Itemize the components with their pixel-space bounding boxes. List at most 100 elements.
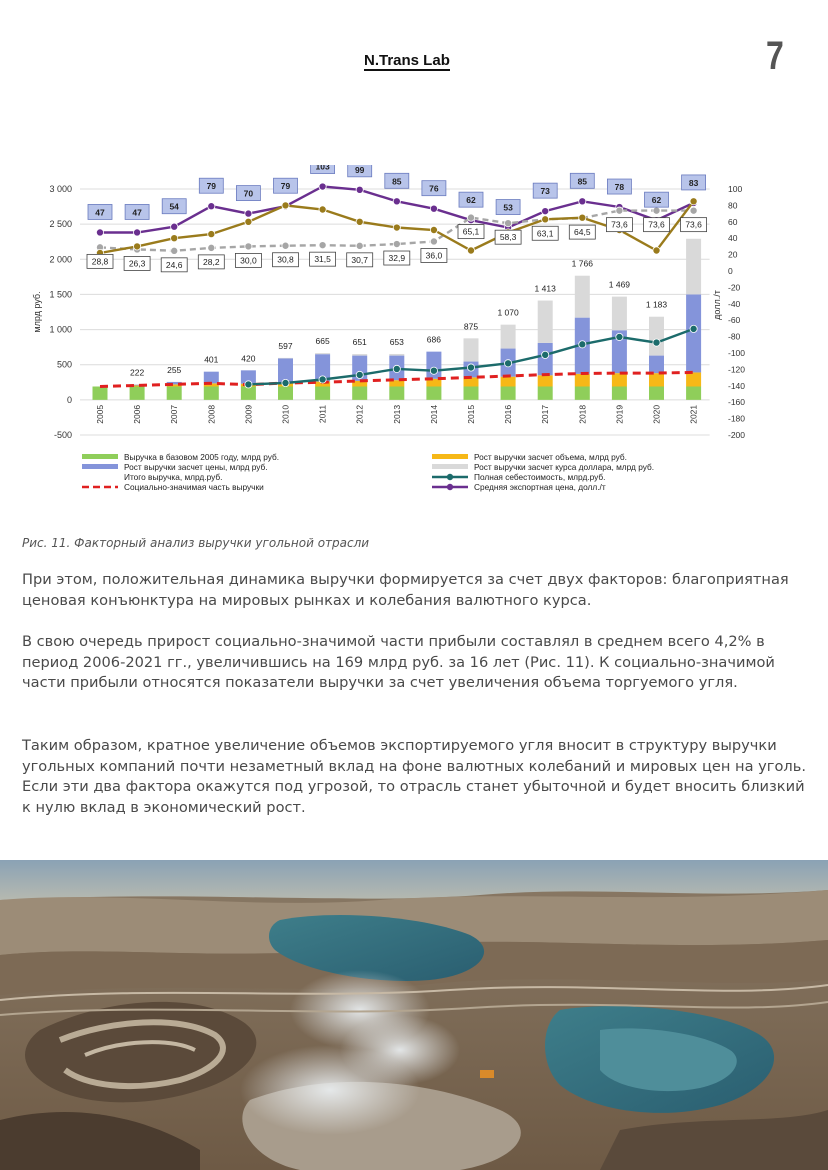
bar-segment	[500, 324, 516, 349]
series-point	[652, 206, 661, 215]
bar-segment	[611, 373, 627, 387]
grey-label-box	[86, 253, 114, 269]
grey-label: 73,6	[648, 220, 665, 230]
series-point	[429, 237, 438, 246]
grey-label-box	[383, 250, 411, 266]
legend-label: Рост выручки засчет объема, млрд руб.	[474, 452, 627, 462]
series-point	[244, 380, 253, 389]
total-label: 420	[241, 353, 255, 363]
y2-tick-label: -200	[728, 430, 745, 440]
bar-segment	[611, 330, 627, 374]
series-point	[207, 202, 216, 211]
series-point	[504, 219, 513, 228]
bar-segment	[166, 384, 182, 387]
price-label-box	[384, 172, 410, 189]
price-label: 53	[503, 203, 513, 213]
x-tick-label: 2012	[355, 405, 365, 424]
series-point	[318, 241, 327, 250]
price-label: 62	[466, 195, 476, 205]
bar-segment	[92, 386, 108, 400]
series-point	[689, 324, 698, 333]
series-point	[541, 207, 550, 216]
x-tick-label: 2017	[540, 405, 550, 424]
price-label: 99	[355, 165, 365, 175]
bar-segment	[537, 375, 553, 387]
x-tick-label: 2014	[429, 405, 439, 424]
grey-label-box	[680, 217, 707, 233]
legend-swatch	[432, 464, 468, 469]
price-label: 85	[392, 176, 402, 186]
x-tick-label: 2016	[503, 405, 513, 424]
series-point	[96, 228, 105, 237]
grey-label: 26,3	[129, 258, 146, 268]
series-point	[318, 205, 327, 214]
series-point	[170, 246, 179, 255]
price-label-box	[495, 199, 521, 215]
price-label: 47	[95, 207, 105, 217]
series-point	[615, 332, 624, 341]
legend-swatch	[82, 464, 118, 469]
legend-label: Рост выручки засчет цены, млрд руб.	[124, 462, 268, 472]
series-point	[281, 201, 290, 210]
bar-segment	[537, 300, 553, 343]
x-tick-label: 2009	[243, 405, 253, 424]
bar-segment	[686, 386, 702, 400]
price-label: 47	[132, 207, 142, 217]
grey-label: 24,6	[166, 260, 183, 270]
bar-segment	[426, 351, 442, 379]
grey-label: 65,1	[463, 227, 480, 237]
price-label-box	[347, 165, 373, 178]
total-label: 686	[427, 335, 441, 345]
coal-mine-photo	[0, 860, 828, 1170]
price-label: 70	[244, 189, 254, 199]
grey-label-box	[606, 217, 633, 233]
price-label-box	[681, 174, 706, 191]
y-tick-label: 1 500	[49, 289, 72, 299]
series-point	[689, 206, 698, 215]
bar-segment	[315, 354, 331, 382]
y2-tick-label: 20	[728, 250, 738, 260]
series-point	[318, 375, 327, 384]
price-label-box	[124, 204, 150, 220]
series-point	[392, 364, 401, 373]
series-point	[429, 226, 438, 235]
bar-segment	[203, 386, 219, 400]
bar-segment	[129, 384, 145, 386]
bar-segment	[686, 294, 702, 373]
price-label: 78	[615, 182, 625, 192]
series-point	[392, 197, 401, 206]
total-label: 255	[167, 365, 181, 375]
legend-swatch-dot	[446, 483, 454, 491]
bar-segment	[203, 371, 219, 384]
grey-label: 30,0	[240, 255, 257, 265]
grey-label: 30,7	[351, 255, 368, 265]
total-label: 653	[390, 337, 404, 347]
price-label: 103	[316, 165, 330, 172]
price-label-box	[87, 204, 113, 220]
grey-label: 32,9	[389, 253, 406, 263]
price-label-box	[198, 177, 224, 194]
grey-label: 28,8	[92, 256, 109, 266]
grey-label-box	[123, 256, 151, 271]
x-tick-label: 2008	[206, 405, 216, 424]
total-label: 875	[464, 321, 478, 331]
series-line	[99, 209, 694, 253]
y2-tick-label: -120	[728, 364, 745, 374]
x-tick-label: 2019	[614, 405, 624, 424]
price-label: 73	[540, 186, 550, 196]
price-label: 76	[429, 184, 439, 194]
total-label: 1 413	[535, 284, 557, 294]
legend-label: Выручка в базовом 2005 году, млрд руб.	[124, 452, 279, 462]
x-tick-label: 2006	[132, 405, 142, 424]
y2-tick-label: -60	[728, 315, 741, 325]
series-point	[133, 228, 142, 237]
bar-segment	[315, 386, 331, 400]
series-point	[652, 338, 661, 347]
bar-segment	[166, 386, 182, 400]
series-point	[244, 217, 253, 226]
price-label: 83	[689, 178, 699, 188]
series-point	[578, 213, 587, 222]
series-point	[541, 350, 550, 359]
grey-label-box	[272, 252, 299, 268]
grey-label-box	[531, 225, 559, 241]
